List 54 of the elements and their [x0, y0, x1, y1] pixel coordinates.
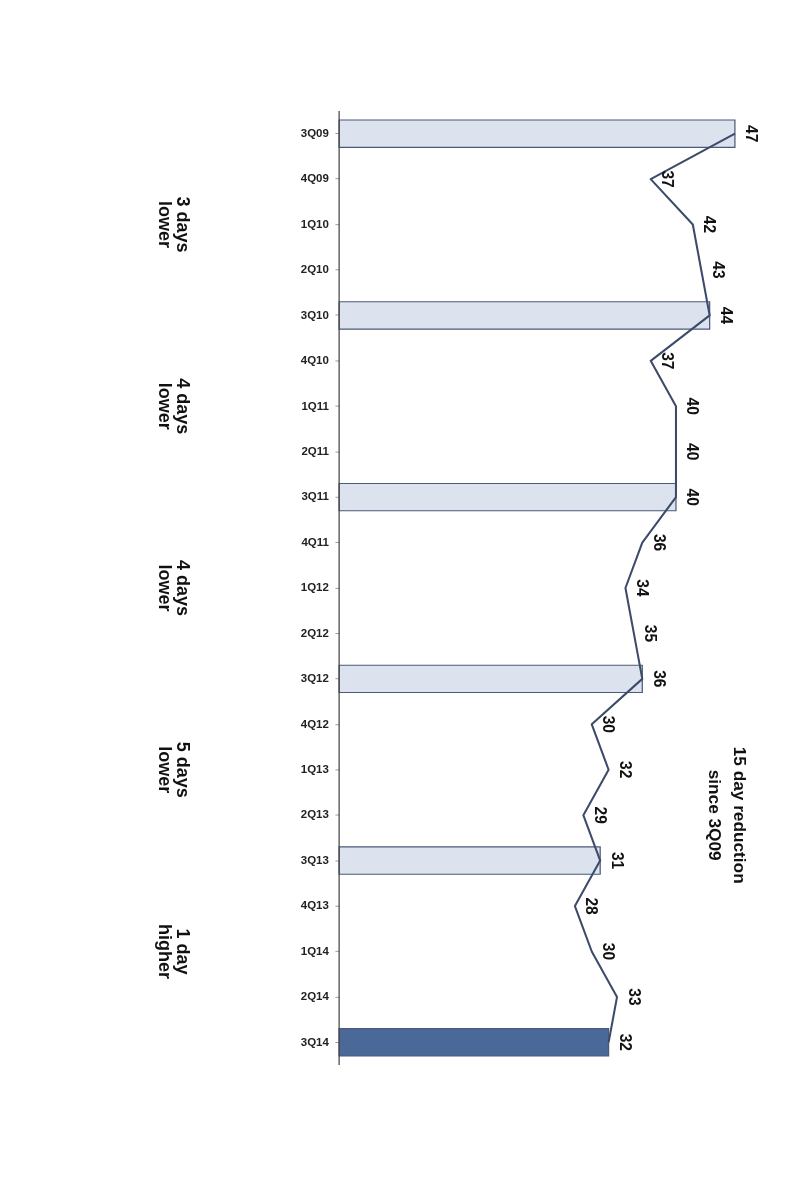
data-label: 40: [684, 488, 702, 507]
data-label: 40: [684, 443, 702, 461]
bar: [338, 301, 711, 330]
y-tick-label: 3Q09: [300, 126, 329, 139]
y-tick-label: 1Q14: [300, 944, 330, 957]
data-label: 30: [600, 942, 618, 961]
y-tick-label: 4Q10: [300, 354, 329, 367]
data-label: 34: [633, 579, 651, 597]
y-tick-label: 3Q11: [301, 490, 330, 503]
y-tick-label: 1Q10: [300, 217, 329, 230]
y-tick-label: 3Q13: [300, 853, 329, 866]
data-label: 33: [625, 988, 643, 1006]
data-label: 47: [743, 124, 761, 143]
y-tick-label: 2Q12: [300, 626, 329, 639]
text: 5 days lower: [155, 741, 194, 798]
y-tick-label: 2Q10: [300, 263, 329, 276]
data-label: 36: [650, 533, 668, 552]
data-label: 43: [709, 261, 727, 279]
data-label: 37: [659, 352, 677, 370]
bar: [338, 119, 736, 148]
y-tick-label: 2Q14: [300, 990, 330, 1003]
y-tick-label: 1Q12: [300, 581, 329, 594]
y-tick-label: 2Q11: [301, 444, 330, 457]
data-label: 35: [642, 624, 660, 643]
annotation: 15 day reduction since 3Q09: [705, 746, 751, 884]
y-tick-label: 4Q09: [300, 172, 329, 185]
y-tick-label: 3Q14: [300, 1035, 330, 1048]
y-tick-label: 1Q13: [300, 763, 329, 776]
data-label: 40: [684, 397, 702, 416]
bar: [338, 846, 601, 875]
text: 1 day higher: [155, 923, 194, 980]
text: 4 days lower: [155, 378, 194, 435]
data-label: 31: [608, 851, 626, 870]
y-tick-label: 4Q13: [300, 899, 329, 912]
text: 3 days lower: [155, 196, 194, 253]
data-label: 42: [701, 215, 719, 234]
data-label: 44: [718, 306, 736, 325]
data-label: 37: [659, 170, 677, 188]
data-label: 32: [617, 761, 635, 779]
text: 4 days lower: [155, 559, 194, 617]
bar: [338, 482, 677, 512]
y-tick-label: 1Q11: [301, 399, 330, 412]
y-tick-label: 4Q12: [300, 717, 329, 730]
data-label: 32: [617, 1033, 635, 1052]
bar: [338, 664, 643, 694]
data-label: 29: [591, 806, 609, 825]
y-tick-label: 2Q13: [300, 808, 329, 821]
y-tick-label: 3Q10: [300, 308, 329, 321]
y-tick-label: 4Q11: [301, 535, 330, 548]
y-tick-label: 3Q12: [300, 672, 329, 685]
data-label: 36: [650, 670, 668, 688]
bar: [338, 1028, 610, 1057]
data-label: 30: [600, 715, 618, 734]
data-label: 28: [583, 897, 601, 916]
